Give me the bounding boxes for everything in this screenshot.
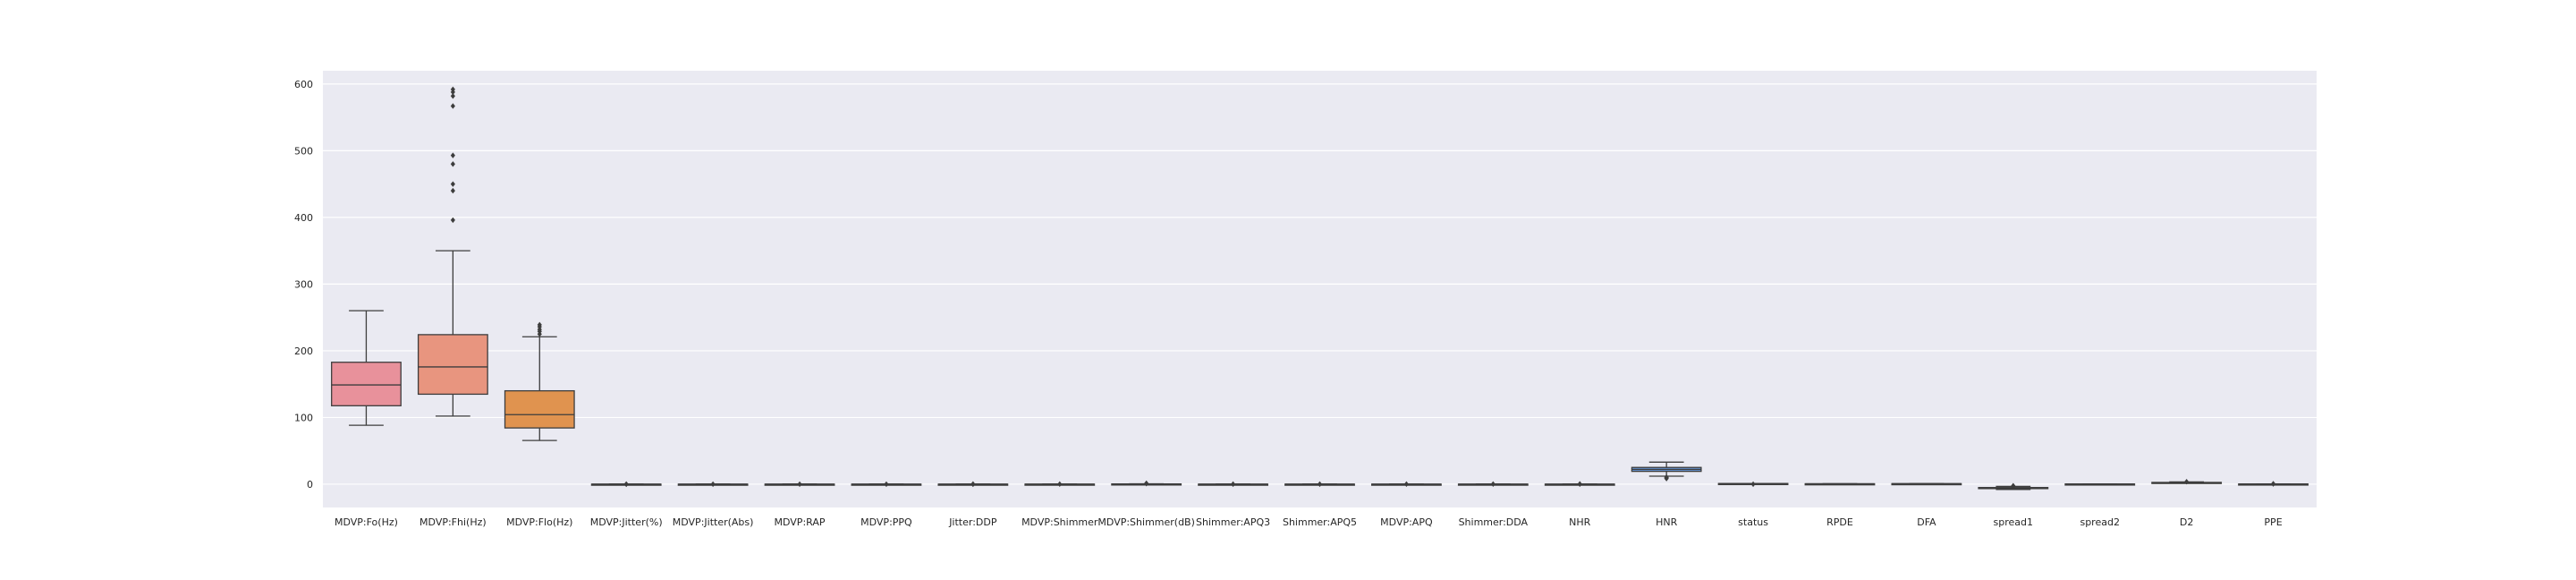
x-tick-label: Shimmer:DDA xyxy=(1459,516,1529,528)
outlier-point xyxy=(797,481,802,488)
outlier-point xyxy=(1750,481,1756,488)
outlier-point xyxy=(450,181,455,187)
x-tick-label: Jitter:DDP xyxy=(948,516,997,528)
box-9 xyxy=(1111,480,1182,487)
x-tick-label: RPDE xyxy=(1826,516,1853,528)
x-tick-label: MDVP:Shimmer(dB) xyxy=(1097,516,1194,528)
box-16 xyxy=(1717,481,1789,488)
outlier-point xyxy=(2011,482,2016,489)
box-6 xyxy=(851,481,922,488)
outlier-point xyxy=(970,481,976,488)
outlier-point xyxy=(450,93,455,99)
outlier-point xyxy=(2270,481,2276,487)
x-tick-label: MDVP:RAP xyxy=(775,516,826,528)
outlier-point xyxy=(710,481,716,488)
box-17 xyxy=(1804,482,1876,486)
x-tick-label: D2 xyxy=(2180,516,2193,528)
y-tick-label: 400 xyxy=(294,212,313,224)
x-tick-label: NHR xyxy=(1569,516,1591,528)
outlier-point xyxy=(450,86,455,93)
box-8 xyxy=(1024,481,1096,488)
x-axis-ticks: MDVP:Fo(Hz) MDVP:Fhi(Hz) MDVP:Flo(Hz) MDVP:… xyxy=(335,516,2283,528)
x-tick-label: PPE xyxy=(2264,516,2282,528)
outlier-point xyxy=(450,103,455,109)
outlier-point xyxy=(623,481,629,488)
outlier-point xyxy=(450,187,455,194)
box-22 xyxy=(2238,481,2309,487)
outlier-point xyxy=(1403,481,1409,488)
box-7 xyxy=(937,481,1009,488)
y-tick-label: 300 xyxy=(294,278,313,290)
outlier-point xyxy=(1057,481,1063,488)
outlier-point xyxy=(1490,481,1496,487)
box-0 xyxy=(331,310,402,426)
box-18 xyxy=(1891,482,1962,486)
y-tick-label: 500 xyxy=(294,145,313,157)
box-20 xyxy=(2064,482,2136,486)
box-19 xyxy=(1978,482,2049,490)
box-4 xyxy=(677,481,749,488)
box-12 xyxy=(1370,481,1442,488)
box-14 xyxy=(1544,481,1615,488)
outlier-point xyxy=(1144,480,1149,487)
x-tick-label: MDVP:Jitter(Abs) xyxy=(673,516,754,528)
y-axis-ticks: 0 100 200 300 400 500 600 xyxy=(294,79,313,490)
box-1 xyxy=(417,86,488,417)
iqr-box xyxy=(504,389,575,429)
box-3 xyxy=(590,481,662,488)
x-tick-label: MDVP:APQ xyxy=(1380,516,1433,528)
x-tick-label: Shimmer:APQ5 xyxy=(1283,516,1357,528)
box-5 xyxy=(764,481,835,488)
x-tick-label: HNR xyxy=(1656,516,1678,528)
box-15 xyxy=(1631,461,1702,482)
box-21 xyxy=(2151,478,2223,485)
x-tick-label: status xyxy=(1738,516,1768,528)
iqr-box xyxy=(331,362,402,406)
x-tick-label: MDVP:Fhi(Hz) xyxy=(419,516,487,528)
plot-background xyxy=(323,71,2317,508)
boxes xyxy=(331,86,2309,490)
grid-lines xyxy=(323,83,2317,485)
x-tick-label: DFA xyxy=(1917,516,1936,528)
y-tick-label: 600 xyxy=(294,79,313,90)
outlier-point xyxy=(537,321,542,328)
x-tick-label: MDVP:Jitter(%) xyxy=(590,516,663,528)
x-tick-label: MDVP:Shimmer xyxy=(1021,516,1098,528)
box-11 xyxy=(1284,481,1355,488)
x-tick-label: MDVP:PPQ xyxy=(860,516,912,528)
x-tick-label: MDVP:Fo(Hz) xyxy=(335,516,398,528)
outlier-point xyxy=(450,161,455,167)
outlier-point xyxy=(450,217,455,224)
outlier-point xyxy=(1231,481,1236,488)
x-tick-label: spread2 xyxy=(2080,516,2119,528)
box-2 xyxy=(504,321,575,441)
y-tick-label: 200 xyxy=(294,345,313,357)
outlier-point xyxy=(884,481,889,488)
outlier-point xyxy=(1577,481,1582,487)
iqr-box xyxy=(417,334,488,396)
y-tick-label: 100 xyxy=(294,412,313,423)
box-10 xyxy=(1198,481,1269,488)
outlier-point xyxy=(450,152,455,158)
y-tick-label: 0 xyxy=(307,479,313,490)
x-tick-label: MDVP:Flo(Hz) xyxy=(506,516,572,528)
x-tick-label: spread1 xyxy=(1994,516,2033,528)
outlier-point xyxy=(1664,473,1669,481)
x-tick-label: Shimmer:APQ3 xyxy=(1196,516,1270,528)
outlier-point xyxy=(2184,478,2190,485)
box-13 xyxy=(1457,481,1529,487)
outlier-point xyxy=(1317,481,1323,488)
